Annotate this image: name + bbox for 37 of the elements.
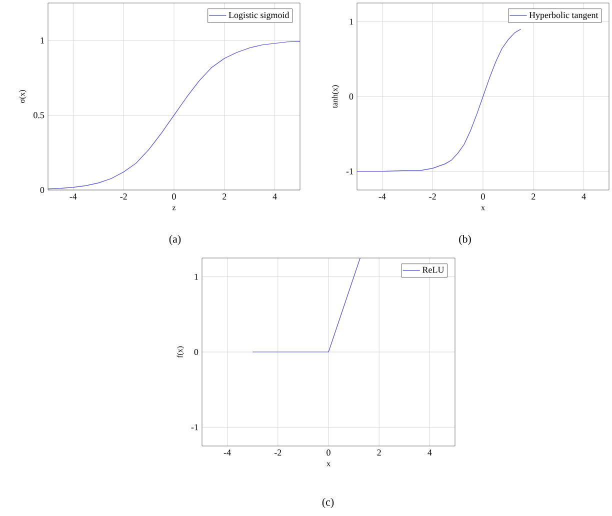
y-tick-label: 0 (349, 93, 354, 100)
x-tick-label: 4 (582, 194, 586, 200)
text: (a) (169, 235, 181, 245)
legend-label: Hyperbolic tangent (529, 12, 598, 20)
y-tick-label: -1 (191, 424, 198, 430)
y-tick-label: 1 (350, 18, 353, 25)
x-tick-label: 4 (428, 450, 432, 456)
x-tick-label: 0 (172, 194, 176, 200)
x-tick-label: 2 (222, 194, 226, 200)
text: (c) (322, 498, 334, 508)
y-axis-title: f(x) (176, 346, 184, 358)
y-tick-label: -1 (346, 168, 353, 174)
x-tick-label: -2 (429, 194, 436, 200)
x-tick-label: -2 (120, 194, 127, 200)
y-axis-title: σ(x) (19, 90, 26, 104)
y-axis-title: tanh(x) (332, 85, 340, 108)
x-tick-label: -4 (70, 194, 77, 200)
legend-label: ReLU (422, 266, 444, 273)
x-tick-label: -4 (378, 194, 386, 200)
x-tick-label: 2 (532, 194, 536, 200)
x-tick-label: 2 (377, 450, 381, 456)
x-tick-label: 0 (481, 194, 485, 200)
legend-label: Logistic sigmoid (228, 12, 290, 20)
x-tick-label: 4 (272, 194, 277, 200)
x-tick-label: -2 (274, 450, 282, 456)
x-axis-title: z (172, 206, 176, 210)
y-tick-label: 0 (40, 186, 44, 194)
text: (b) (459, 235, 471, 245)
y-tick-label: 0 (194, 348, 198, 356)
y-tick-label: 1 (40, 37, 44, 44)
x-axis-title: x (481, 206, 485, 210)
line-series (357, 28, 522, 172)
x-tick-label: 0 (326, 450, 330, 456)
y-tick-label: 1 (194, 274, 198, 280)
x-tick-label: -4 (224, 450, 231, 456)
x-axis-title: x (326, 462, 330, 466)
y-tick-label: 0.5 (34, 112, 44, 118)
